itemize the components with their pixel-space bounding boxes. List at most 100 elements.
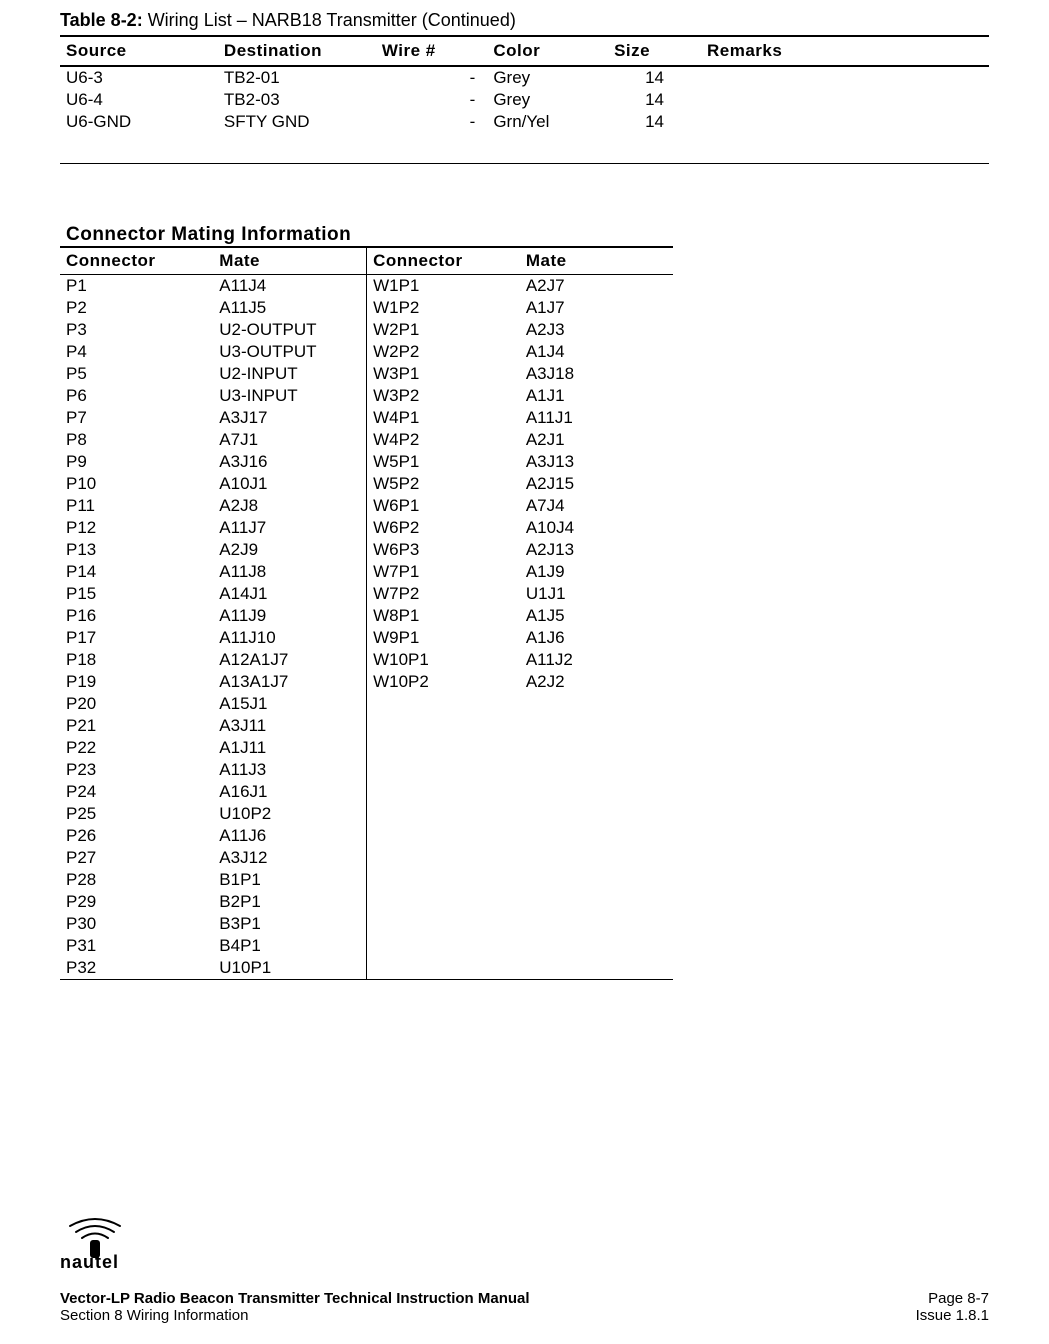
table-row: P4U3-OUTPUTW2P2A1J4 <box>60 341 673 363</box>
cell-mate <box>520 913 673 935</box>
table-row: U6-4TB2-03-Grey14 <box>60 89 989 111</box>
cell-connector: P11 <box>60 495 213 517</box>
cell-mate: A11J10 <box>213 627 366 649</box>
cell-mate: U2-INPUT <box>213 363 366 385</box>
cell-mate <box>520 781 673 803</box>
cell-connector: W3P2 <box>367 385 520 407</box>
table-row: P13A2J9W6P3A2J13 <box>60 539 673 561</box>
cell-connector: W10P2 <box>367 671 520 693</box>
cell-mate: A2J7 <box>520 275 673 298</box>
logo-text: nautel <box>60 1252 119 1272</box>
cell-mate: A14J1 <box>213 583 366 605</box>
issue-label: Issue 1.8.1 <box>916 1307 989 1324</box>
cell-wire: - <box>376 111 487 133</box>
cell-mate: A11J6 <box>213 825 366 847</box>
cell-connector: P8 <box>60 429 213 451</box>
table-caption-prefix: Table 8-2: <box>60 10 143 30</box>
cell-mate <box>520 715 673 737</box>
table-caption: Table 8-2: Wiring List – NARB18 Transmit… <box>60 10 989 35</box>
cell-mate: U1J1 <box>520 583 673 605</box>
cell-mate <box>520 825 673 847</box>
cell-size: 14 <box>608 66 701 89</box>
page: Table 8-2: Wiring List – NARB18 Transmit… <box>0 0 1049 1344</box>
table-row: P8A7J1W4P2A2J1 <box>60 429 673 451</box>
nautel-logo: nautel <box>60 1204 989 1272</box>
cell-mate: A3J12 <box>213 847 366 869</box>
cell-mate: A10J1 <box>213 473 366 495</box>
cell-mate: A12A1J7 <box>213 649 366 671</box>
cell-connector: W2P1 <box>367 319 520 341</box>
cell-wire: - <box>376 66 487 89</box>
cell-connector: P3 <box>60 319 213 341</box>
mating-heading: Connector Mating Information <box>60 224 989 246</box>
cell-connector: W6P1 <box>367 495 520 517</box>
cell-mate: A1J7 <box>520 297 673 319</box>
cell-color: Grey <box>487 89 608 111</box>
cell-mate <box>520 891 673 913</box>
cell-connector: W5P1 <box>367 451 520 473</box>
cell-connector <box>367 759 520 781</box>
cell-connector <box>367 913 520 935</box>
cell-mate: B4P1 <box>213 935 366 957</box>
cell-mate <box>520 957 673 980</box>
cell-color: Grey <box>487 66 608 89</box>
wiring-header: Size <box>608 36 701 66</box>
cell-mate: A11J4 <box>213 275 366 298</box>
cell-connector <box>367 737 520 759</box>
cell-mate: U3-OUTPUT <box>213 341 366 363</box>
cell-mate <box>520 803 673 825</box>
cell-mate: U10P2 <box>213 803 366 825</box>
cell-connector: P26 <box>60 825 213 847</box>
cell-mate: U10P1 <box>213 957 366 980</box>
cell-connector: P15 <box>60 583 213 605</box>
cell-connector: P20 <box>60 693 213 715</box>
cell-connector: W8P1 <box>367 605 520 627</box>
cell-connector <box>367 935 520 957</box>
wiring-table-bottom-rule <box>60 163 989 164</box>
cell-connector <box>367 825 520 847</box>
table-row: P32U10P1 <box>60 957 673 980</box>
cell-mate: A15J1 <box>213 693 366 715</box>
cell-connector: W9P1 <box>367 627 520 649</box>
cell-connector: P24 <box>60 781 213 803</box>
cell-mate: A3J18 <box>520 363 673 385</box>
table-caption-rest: Wiring List – NARB18 Transmitter (Contin… <box>143 10 516 30</box>
cell-mate: A1J4 <box>520 341 673 363</box>
manual-title: Vector-LP Radio Beacon Transmitter Techn… <box>60 1290 530 1307</box>
cell-mate: A2J2 <box>520 671 673 693</box>
cell-connector: P25 <box>60 803 213 825</box>
cell-connector: W7P1 <box>367 561 520 583</box>
cell-connector: P19 <box>60 671 213 693</box>
table-row: P10A10J1W5P2A2J15 <box>60 473 673 495</box>
wiring-header: Remarks <box>701 36 989 66</box>
cell-mate <box>520 737 673 759</box>
cell-connector <box>367 847 520 869</box>
cell-dest: TB2-03 <box>218 89 376 111</box>
cell-mate: A2J8 <box>213 495 366 517</box>
table-row: P7A3J17W4P1A11J1 <box>60 407 673 429</box>
cell-connector <box>367 693 520 715</box>
cell-mate: A11J5 <box>213 297 366 319</box>
cell-mate: A3J16 <box>213 451 366 473</box>
mating-header: Mate <box>213 247 366 275</box>
cell-connector: W7P2 <box>367 583 520 605</box>
table-row: P15A14J1W7P2U1J1 <box>60 583 673 605</box>
cell-wire: - <box>376 89 487 111</box>
mating-header: Mate <box>520 247 673 275</box>
cell-mate <box>520 759 673 781</box>
cell-connector: P13 <box>60 539 213 561</box>
cell-mate <box>520 693 673 715</box>
cell-mate: A11J7 <box>213 517 366 539</box>
cell-mate: A2J15 <box>520 473 673 495</box>
mating-table: Connector Mate Connector Mate P1A11J4W1P… <box>60 246 673 980</box>
footer-line-1: Vector-LP Radio Beacon Transmitter Techn… <box>60 1290 989 1307</box>
table-row: P20A15J1 <box>60 693 673 715</box>
section-label: Section 8 Wiring Information <box>60 1307 248 1324</box>
mating-header: Connector <box>367 247 520 275</box>
cell-connector: W1P2 <box>367 297 520 319</box>
table-row: P14A11J8W7P1A1J9 <box>60 561 673 583</box>
cell-mate <box>520 935 673 957</box>
table-row: P5U2-INPUTW3P1A3J18 <box>60 363 673 385</box>
cell-mate: A7J4 <box>520 495 673 517</box>
cell-mate: B1P1 <box>213 869 366 891</box>
